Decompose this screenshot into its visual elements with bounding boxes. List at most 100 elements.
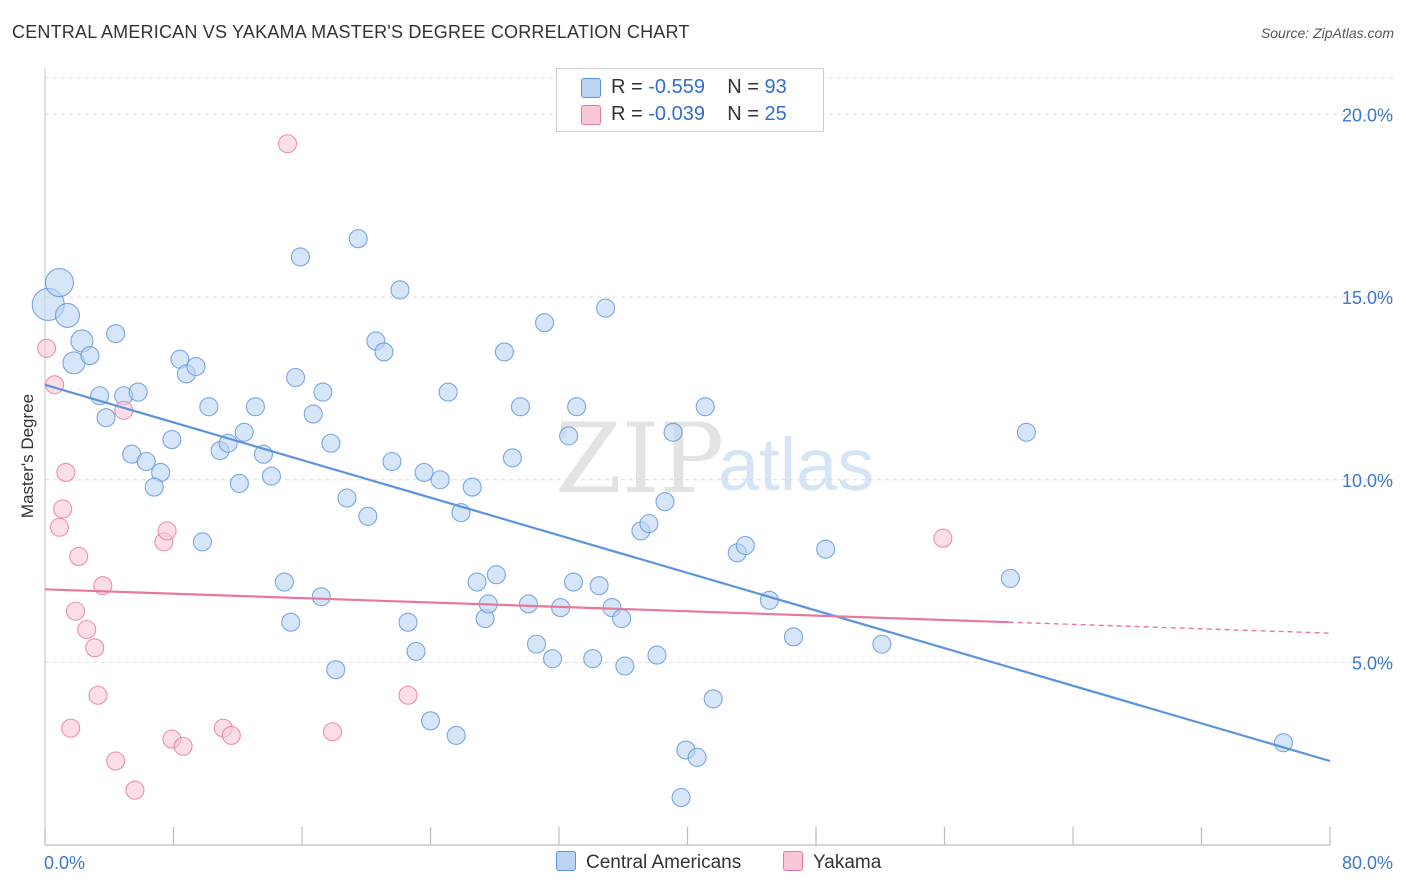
- central-american-point: [234, 422, 254, 442]
- central-american-point: [337, 488, 357, 508]
- central-american-point: [321, 433, 341, 453]
- bottom-legend-swatch-yakama: [783, 851, 803, 871]
- legend-r-value: -0.039: [648, 103, 705, 125]
- central-american-point: [816, 539, 836, 559]
- bottom-legend-swatch-central-americans: [556, 851, 576, 871]
- central-american-point: [54, 302, 81, 328]
- correlation-legend: R = -0.559 N = 93 R = -0.039 N = 25: [556, 68, 824, 132]
- central-american-point: [311, 587, 331, 607]
- yakama-point: [277, 134, 298, 154]
- central-american-point: [382, 451, 402, 472]
- trend-lines: [44, 383, 1331, 763]
- yakama-point: [49, 517, 70, 537]
- central-american-point: [414, 462, 434, 483]
- central-american-point: [687, 747, 707, 767]
- yakama-point: [37, 338, 57, 358]
- axes: [44, 68, 1331, 846]
- central-american-point: [583, 649, 603, 669]
- central-american-point: [563, 572, 584, 592]
- central-american-point: [615, 656, 635, 676]
- central-american-point: [398, 612, 418, 632]
- grid-lines: [45, 77, 1395, 663]
- central-american-point: [303, 404, 323, 424]
- x-tick-label: 0.0%: [44, 853, 85, 873]
- central-american-point: [358, 506, 378, 526]
- central-american-point: [245, 397, 265, 417]
- bottom-legend-label: Central Americans: [586, 852, 742, 873]
- central-american-point: [136, 451, 156, 472]
- central-american-point: [1016, 422, 1036, 442]
- y-axis-title: Master's Degree: [18, 393, 37, 519]
- chart-title: CENTRAL AMERICAN VS YAKAMA MASTER'S DEGR…: [12, 22, 690, 42]
- watermark-atlas: atlas: [718, 423, 874, 506]
- yakama-point: [56, 462, 76, 483]
- legend-r-label: R =: [611, 76, 643, 98]
- yakama-point: [398, 685, 418, 705]
- legend-n-label: N =: [727, 103, 759, 125]
- legend-n-label: N =: [727, 76, 759, 98]
- yakama-point: [221, 725, 241, 745]
- legend-n-value: 25: [764, 103, 787, 125]
- watermark: ZIP atlas: [555, 403, 874, 515]
- yakama-point: [65, 601, 86, 621]
- central-american-point: [543, 649, 563, 669]
- yakama-point: [88, 685, 108, 705]
- central-american-point: [348, 229, 368, 249]
- central-american-point: [872, 634, 892, 654]
- central-american-point: [526, 634, 547, 654]
- central-american-point: [783, 627, 804, 647]
- central-american-point: [106, 324, 126, 344]
- bottom-legend-central-americans: Central Americans: [556, 851, 741, 874]
- yakama-point: [933, 528, 953, 548]
- central-american-point: [567, 397, 587, 417]
- central-american-point: [420, 711, 441, 731]
- central-american-point: [313, 382, 333, 402]
- central-american-point: [192, 532, 212, 552]
- yakama-point: [157, 521, 177, 541]
- central-american-point: [80, 346, 100, 366]
- central-american-point: [647, 645, 667, 665]
- yakama-point: [85, 638, 105, 658]
- tick-labels: 5.0% 10.0% 15.0% 20.0% 0.0% 80.0%: [44, 106, 1393, 873]
- yakama-point: [173, 736, 193, 756]
- yakama-point: [77, 619, 97, 640]
- central-american-point: [186, 356, 206, 377]
- central-american-point: [1000, 568, 1020, 588]
- central-american-point: [639, 514, 659, 534]
- central-american-point: [703, 689, 723, 709]
- legend-n-value: 93: [764, 76, 787, 98]
- central-american-point: [494, 342, 514, 362]
- yakama-trend-line-extension: [1008, 621, 1331, 634]
- central-american-point: [430, 470, 450, 490]
- central-american-point: [286, 367, 306, 388]
- central-american-point: [374, 342, 394, 362]
- central-american-point: [274, 572, 294, 592]
- central-american-point: [281, 612, 301, 632]
- central-american-point: [486, 565, 506, 585]
- central-american-point: [162, 430, 182, 450]
- central-american-point: [467, 572, 487, 592]
- bottom-legend-yakama: Yakama: [783, 851, 881, 874]
- yakama-trend-line: [44, 588, 1009, 624]
- central-american-point: [502, 448, 522, 468]
- central-american-point: [596, 298, 616, 318]
- central-american-point: [326, 660, 346, 680]
- central-american-trend-line: [44, 383, 1331, 763]
- central-american-point: [612, 609, 632, 629]
- yakama-point: [53, 499, 73, 519]
- legend-swatch-central-americans: [581, 78, 601, 98]
- central-american-point: [390, 280, 410, 300]
- central-american-point: [44, 267, 75, 298]
- y-tick-label: 5.0%: [1352, 653, 1393, 673]
- central-american-point: [663, 422, 683, 442]
- central-american-point: [695, 397, 715, 417]
- y-tick-label: 20.0%: [1342, 106, 1393, 126]
- yakama-point: [106, 751, 126, 771]
- central-american-point: [96, 408, 116, 428]
- central-american-point: [510, 397, 531, 417]
- central-american-point: [559, 426, 579, 446]
- legend-r-label: R =: [611, 103, 643, 125]
- central-american-point: [655, 492, 675, 512]
- yakama-point: [61, 718, 81, 738]
